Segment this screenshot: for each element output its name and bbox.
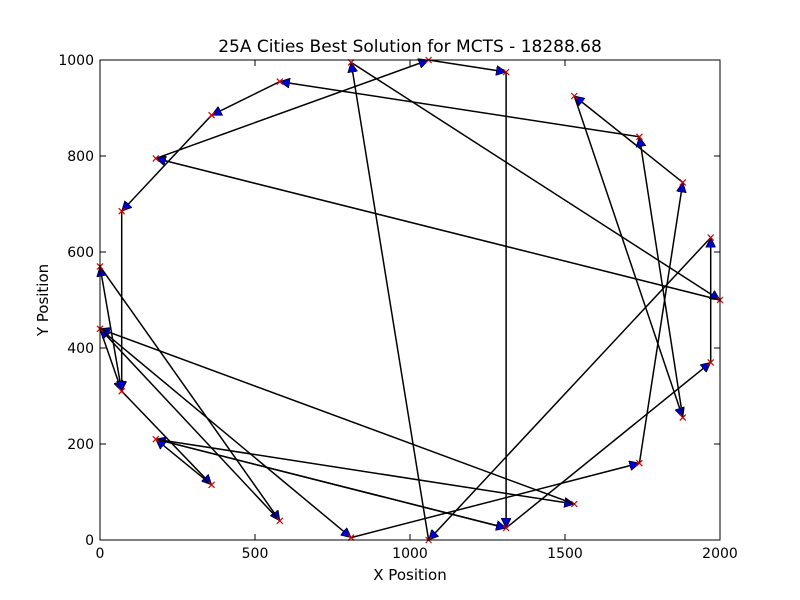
y-tick-label: 1000: [58, 53, 94, 69]
x-tick-label: 1000: [392, 546, 428, 562]
plot-area-frame: [99, 59, 721, 541]
route-edge: [100, 329, 575, 505]
route-edge: [638, 182, 682, 464]
city-point: [635, 133, 643, 141]
city-point: [152, 435, 160, 443]
x-tick-label: 500: [242, 546, 269, 562]
route-edge: [156, 158, 721, 301]
route-edge: [573, 95, 683, 418]
city-point: [570, 92, 578, 100]
city-point: [118, 387, 126, 395]
city-point: [570, 500, 578, 508]
y-tick-label: 400: [67, 341, 94, 357]
y-axis-ticks: 0 200 400 600 800 1000: [58, 53, 720, 549]
route-edge: [350, 61, 720, 301]
route-edge: [155, 60, 429, 160]
city-point: [679, 178, 687, 186]
city-point: [152, 154, 160, 162]
route-edge: [574, 95, 684, 183]
x-tick-label: 1500: [547, 546, 583, 562]
city-point: [208, 111, 216, 119]
city-point: [276, 78, 284, 86]
x-axis-ticks: 0 500 1000 1500 2000: [96, 60, 738, 562]
route-edge: [212, 80, 281, 116]
y-tick-label: 600: [67, 245, 94, 261]
y-tick-label: 200: [67, 437, 94, 453]
route-edge: [122, 114, 213, 211]
route-edge: [350, 463, 639, 539]
route-edge: [351, 62, 430, 541]
x-tick-label: 2000: [702, 546, 738, 562]
route-edge: [121, 390, 212, 485]
chart-title: 25A Cities Best Solution for MCTS - 1828…: [218, 37, 602, 57]
route-edge: [156, 438, 213, 486]
x-axis-label: X Position: [373, 566, 446, 584]
city-point: [118, 207, 126, 215]
city-point: [707, 234, 715, 242]
x-tick-label: 0: [96, 546, 105, 562]
city-point: [502, 68, 510, 76]
city-point: [635, 459, 643, 467]
city-markers: [96, 56, 724, 544]
city-point: [707, 358, 715, 366]
route-edges: [100, 60, 720, 540]
y-tick-label: 0: [85, 533, 94, 549]
route-edge: [639, 137, 684, 418]
route-edge: [505, 361, 711, 529]
route-edge: [429, 237, 712, 540]
route-edge: [99, 328, 351, 539]
y-axis-label: Y Position: [34, 264, 52, 337]
route-edge: [428, 59, 507, 72]
route-edge: [100, 329, 281, 522]
y-tick-label: 800: [67, 149, 94, 165]
route-edge: [100, 266, 123, 392]
route-edge: [155, 438, 575, 504]
route-edge: [99, 265, 281, 520]
city-point: [208, 481, 216, 489]
route-edge: [155, 438, 506, 528]
city-point: [502, 524, 510, 532]
city-point: [679, 414, 687, 422]
route-edge: [280, 82, 640, 138]
city-point: [276, 517, 284, 525]
